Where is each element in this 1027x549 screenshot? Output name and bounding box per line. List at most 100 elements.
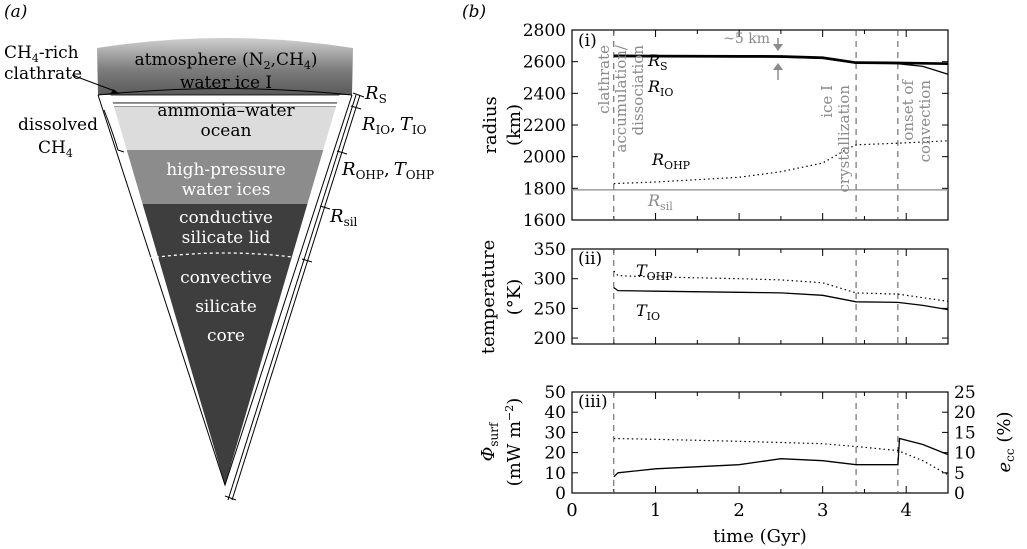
core-label-1: convective [180,268,272,288]
ytick-label-sub_iii-1: 10 [544,464,566,484]
radius-tick-surface [352,92,365,98]
radius-tick-sil [319,205,331,210]
axis-ticks: 1600180020002200240026002800200250300350… [523,21,976,521]
series-sub_iii-1 [613,437,949,476]
rs-curve-label: RS [647,51,668,73]
sub-ii-label: (ii) [578,249,602,269]
event-1-line-1: clathrate [595,45,613,114]
core-label-2: silicate [195,297,257,317]
y2tick-label-3: 15 [954,423,976,443]
rohp-curve-label: ROHP [651,150,691,172]
clathrate-callout-2: clathrate [4,64,82,84]
panel-b-label: (b) [462,2,486,22]
rohp-tohp-label: ROHP, TOHP [341,159,434,182]
ytick-label-sub_i-6: 2800 [523,21,566,41]
panel-b: (b) (i) (ii) (iii) radius (km) temperatu… [462,2,1017,547]
ylabel-i-1: radius [480,96,501,153]
series-sub_ii-1 [613,287,949,311]
x-axis-title: time (Gyr) [713,526,807,547]
event-annotations: clathrate accumulation/ dissociation ice… [595,44,934,192]
event-3-line-2: convection [916,80,934,163]
ytick-label-sub_iii-4: 40 [544,403,566,423]
clathrate-arrowhead [111,89,120,94]
event-1-line-2: accumulation/ [612,44,630,153]
dissolved-callout-1: dissolved [18,115,98,135]
series-sub_i-0 [613,54,949,65]
frame-ii [571,248,949,345]
water-ice-label: water ice I [180,73,272,93]
lid-label-2: silicate lid [182,228,271,248]
event-2-line-1: ice I [818,85,836,118]
atmosphere-layer [97,38,353,95]
ylabel-ii-2: (°K) [504,279,525,316]
rio-tio-label: RIO, TIO [361,114,427,137]
rio-curve-label: RIO [647,77,673,99]
ytick-label-sub_i-1: 1800 [523,179,566,199]
radius-scale: RS RIO, TIO ROHP, TOHP Rsil [224,83,434,501]
clathrate-callout-1: CH4-rich [4,43,79,65]
series-sub_i-1 [613,55,949,75]
rs-label: RS [364,83,387,106]
xtick-label-3: 3 [817,500,828,521]
y2tick-label-5: 25 [954,383,976,403]
ytick-label-sub_ii-1: 250 [534,299,566,319]
cone-outline [97,94,353,487]
lid-label-1: conductive [179,208,273,228]
arrow-up-head [773,63,783,70]
high-pressure-label-2: water ices [182,180,271,200]
y2tick-label-2: 10 [954,444,976,464]
ocean-label-2: ocean [201,121,252,141]
y2tick-label-1: 5 [954,464,965,484]
radius-tick-io [350,105,362,110]
sub-iii-label: (iii) [578,392,608,412]
panel-a: (a) atmosphere (N2,CH4) water ice I ammo… [4,2,434,501]
event-3-line-1: onset of [899,79,917,141]
arrow-down-head [773,44,783,51]
tio-curve-label: TIO [636,301,660,323]
y2label-iii: ecc (%) [994,412,1017,473]
panel-a-label: (a) [4,2,27,22]
data-series [572,54,949,478]
xtick-label-1: 1 [650,500,661,521]
ytick-label-sub_i-2: 2000 [523,148,566,168]
left-callouts: CH4-rich clathrate dissolved CH4 [4,43,125,160]
dissolved-bracket [103,109,125,153]
ocean-layer [98,107,352,150]
ocean-label-1: ammonia–water [157,101,295,121]
y2tick-label-4: 20 [954,403,976,423]
atmosphere-label: atmosphere (N2,CH4) [135,50,318,72]
ytick-label-sub_iii-3: 30 [544,423,566,443]
y-axis-titles: radius (km) temperature (°K) Φsurf (mW m… [478,96,1017,486]
dissolved-callout-2: CH4 [38,138,73,160]
lid-core-boundary [149,252,301,259]
ytick-label-sub_iii-0: 0 [555,484,566,504]
ylabel-ii-1: temperature [478,240,499,355]
high-pressure-label-1: high-pressure [166,160,286,180]
ytick-label-sub_ii-3: 350 [534,240,566,260]
sub-i-label: (i) [578,31,597,51]
radius-scale-line-outer [231,94,361,501]
frame-iii [571,391,949,494]
radius-tick-center [224,495,237,501]
ytick-label-sub_iii-5: 50 [544,383,566,403]
ytick-label-sub_ii-0: 200 [534,329,566,349]
xtick-label-2: 2 [733,500,744,521]
series-sub_iii-0 [613,437,949,478]
surface-arc [97,88,353,96]
core-label-3: core [207,326,245,346]
y2tick-label-0: 0 [954,484,965,504]
ytick-label-sub_i-4: 2400 [523,84,566,104]
ytick-label-sub_i-3: 2200 [523,116,566,136]
radius-scale-line-inner [227,94,357,501]
ytick-label-sub_iii-2: 20 [544,444,566,464]
ytick-label-sub_i-0: 1600 [523,211,566,231]
xtick-label-4: 4 [900,500,911,521]
ylabel-iii-1: Φsurf [478,421,501,461]
sub-i-annotations: ~5 km RS RIO ROHP Rsil [647,31,783,213]
xtick-label-0: 0 [566,500,577,521]
rsil-label: Rsil [329,206,358,229]
event-1-line-3: dissociation [629,45,647,136]
radius-tick-ohp [336,150,348,155]
tohp-curve-label: TOHP [636,261,673,283]
